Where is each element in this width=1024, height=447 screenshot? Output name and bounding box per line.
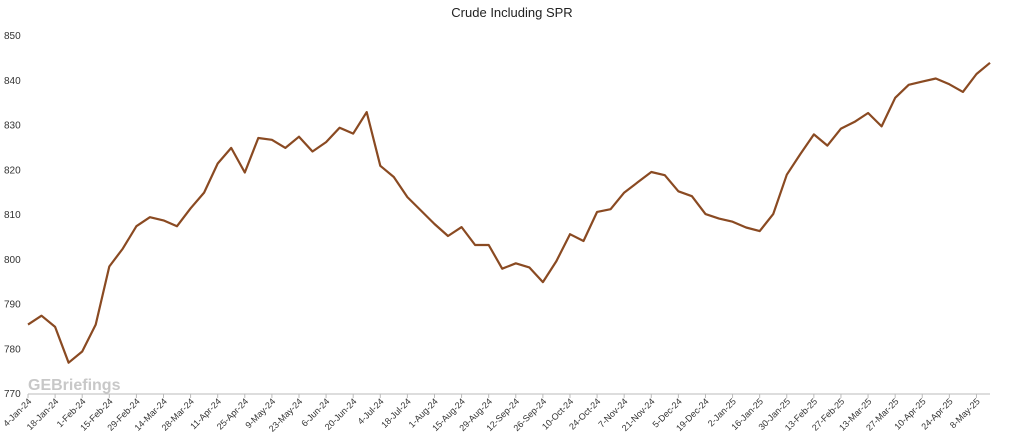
y-tick-label: 840 [4,76,21,87]
y-tick-label: 800 [4,255,21,266]
chart-title: Crude Including SPR [451,5,572,20]
y-tick-label: 810 [4,210,21,221]
y-tick-label: 790 [4,300,21,311]
y-tick-label: 830 [4,121,21,132]
y-tick-label: 770 [4,389,21,400]
watermark: GEBriefings [28,377,121,394]
data-line [27,61,991,364]
y-tick-label: 850 [4,31,21,42]
y-tick-label: 820 [4,165,21,176]
x-tick-label: 8-May-25 [948,396,982,430]
y-tick-label: 780 [4,344,21,355]
